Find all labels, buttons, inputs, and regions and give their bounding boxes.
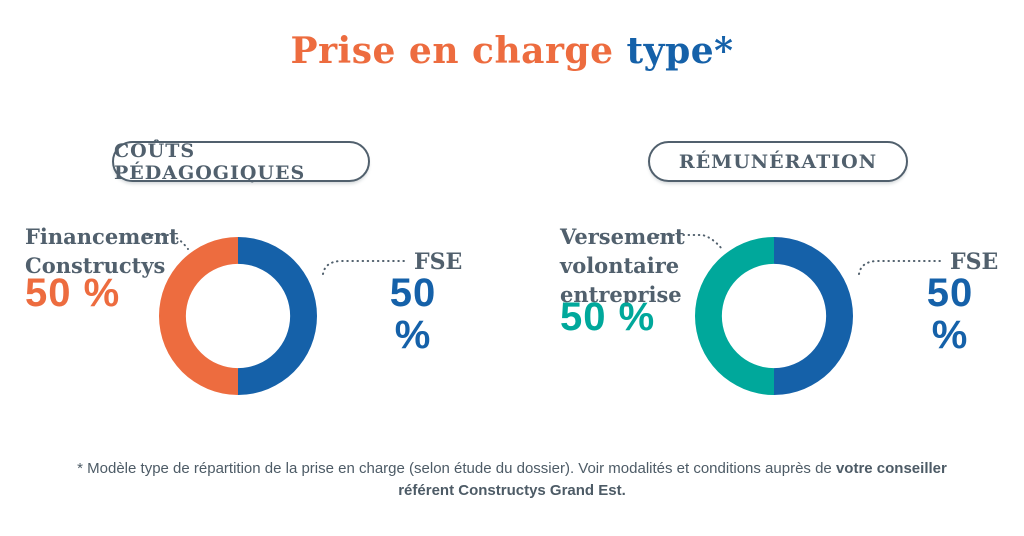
value-financement-constructys: 50 % — [25, 271, 121, 315]
value-versement-volontaire: 50 % — [560, 295, 656, 339]
footnote-bold-text: votre conseiller référent Constructys Gr… — [398, 460, 947, 499]
value-fse-left: 50 % — [389, 271, 437, 357]
label-fse-left: FSE — [414, 249, 463, 275]
badge-remuneration: RÉMUNÉRATION — [648, 141, 908, 182]
donut-slice — [159, 237, 238, 395]
footnote-regular-text: * Modèle type de répartition de la prise… — [77, 460, 836, 477]
donut-slice — [774, 237, 853, 395]
badge-label: COÛTS PÉDAGOGIQUES — [114, 139, 306, 184]
donut-slice — [238, 237, 317, 395]
page-title-orange-part: Prise en charge — [290, 30, 614, 72]
label-versement-volontaire: Versement volontaire entreprise — [560, 224, 685, 307]
label-fse-right: FSE — [950, 249, 999, 275]
page-title: Prise en charge type* — [0, 30, 1024, 72]
donut-chart-couts-pedagogiques — [159, 237, 317, 395]
donut-chart-remuneration — [695, 237, 853, 395]
page-title-blue-part: type* — [626, 30, 734, 72]
footnote: * Modèle type de répartition de la prise… — [0, 458, 1024, 502]
donut-slice — [695, 237, 774, 395]
value-fse-right: 50 % — [926, 271, 974, 357]
badge-label: RÉMUNÉRATION — [678, 150, 878, 173]
badge-couts-pedagogiques: COÛTS PÉDAGOGIQUES — [112, 139, 370, 184]
